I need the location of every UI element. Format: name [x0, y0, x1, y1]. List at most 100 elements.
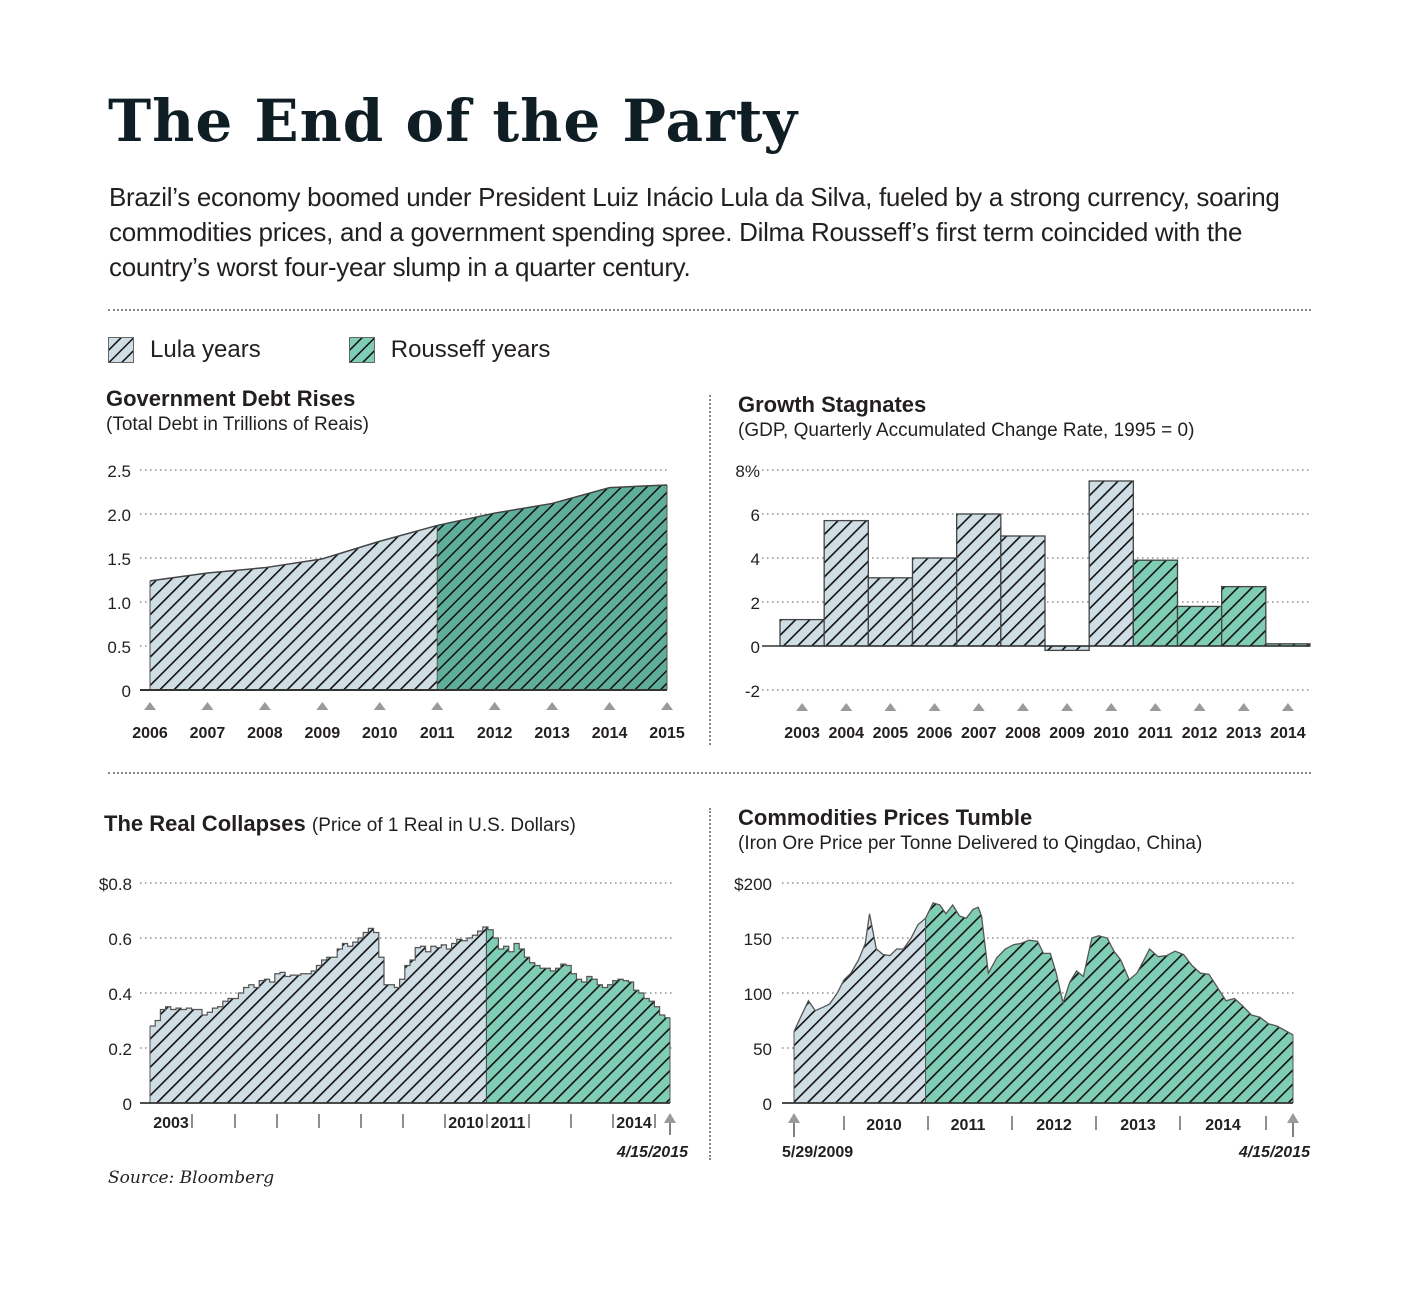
legend-item-rousseff: Rousseff years [348, 336, 551, 364]
debt-xtick-label: 2010 [362, 725, 398, 742]
gdp-xtick-label: 2014 [1270, 725, 1306, 742]
real-ytick-label: 0 [123, 1095, 132, 1114]
gdp-xtick-marker [1149, 703, 1162, 711]
ironore-start-date-label: 5/29/2009 [782, 1144, 853, 1161]
gdp-bar [823, 519, 869, 647]
debt-xtick-marker [603, 702, 616, 710]
debt-area-lula [150, 525, 438, 690]
real-line [150, 926, 670, 1027]
real-area-lula [150, 927, 487, 1103]
gdp-xtick-label: 2005 [873, 725, 909, 742]
debt-chart-title: Government Debt Rises [106, 386, 356, 411]
ironore-area-rousseff [925, 902, 1293, 1103]
gdp-bar [956, 513, 1002, 647]
real-ytick-label: $0.8 [99, 875, 132, 894]
gdp-bar [1132, 559, 1179, 647]
gdp-xtick-marker [1061, 703, 1074, 711]
gdp-xtick-marker [840, 703, 853, 711]
ironore-ytick-label: $200 [734, 875, 772, 894]
legend: Lula years Rousseff years [108, 336, 638, 364]
source-note: Source: Bloomberg [108, 1168, 275, 1188]
debt-ytick-label: 0 [122, 682, 131, 701]
real-xtick-label: 2014 [616, 1115, 652, 1132]
debt-xtick-label: 2008 [247, 725, 283, 742]
ironore-ytick-label: 150 [744, 930, 772, 949]
debt-xtick-marker [373, 702, 386, 710]
debt-xtick-marker [258, 702, 271, 710]
ironore-xtick-label: 2013 [1120, 1117, 1156, 1134]
debt-xtick-label: 2009 [305, 725, 341, 742]
debt-xtick-marker [431, 702, 444, 710]
ironore-end-date-label: 4/15/2015 [1238, 1144, 1311, 1161]
real-ytick-label: 0.2 [108, 1040, 132, 1059]
legend-label-rousseff: Rousseff years [390, 336, 551, 363]
ironore-chart: 0 50 100 150 $200 2010 2011 2012 2013 2014 5/29/20… [734, 875, 1311, 1161]
ironore-ytick-label: 0 [763, 1095, 772, 1114]
debt-xtick-marker [316, 702, 329, 710]
gdp-xtick-label: 2006 [917, 725, 953, 742]
gdp-xtick-label: 2004 [828, 725, 864, 742]
gdp-bar [911, 557, 958, 647]
debt-xtick-label: 2006 [132, 725, 168, 742]
lula-swatch-icon [108, 337, 134, 363]
gdp-xtick-marker [884, 703, 897, 711]
legend-item-lula: Lula years [108, 336, 261, 364]
page-dek: Brazil’s economy boomed under President … [109, 182, 1280, 282]
gdp-chart-title: Growth Stagnates [738, 392, 927, 417]
gdp-ytick-label: 8% [735, 462, 760, 481]
gdp-xtick-label: 2010 [1093, 725, 1129, 742]
real-chart: 0 0.2 0.4 0.6 $0.8 2003 2010 2011 2014 4/15/2015 [99, 875, 689, 1161]
debt-xtick-label: 2013 [534, 725, 570, 742]
gdp-xtick-marker [1237, 703, 1250, 711]
gdp-xtick-label: 2003 [784, 725, 820, 742]
bottom-column-divider [709, 808, 711, 1160]
gdp-ytick-label: 0 [751, 638, 760, 657]
real-ytick-label: 0.4 [108, 985, 132, 1004]
gdp-bar [867, 577, 914, 647]
debt-area-rousseff [437, 484, 667, 690]
gdp-xtick-marker [1016, 703, 1029, 711]
real-ytick-label: 0.6 [108, 930, 132, 949]
real-xtick-label: 2011 [491, 1115, 526, 1132]
real-chart-title: The Real Collapses (Price of 1 Real in U… [104, 811, 576, 837]
debt-chart-subtitle: (Total Debt in Trillions of Reais) [106, 414, 369, 435]
real-end-date-label: 4/15/2015 [616, 1144, 689, 1161]
debt-xtick-label: 2007 [190, 725, 226, 742]
top-column-divider [709, 395, 711, 745]
real-chart-title-text: The Real Collapses [104, 811, 306, 836]
debt-xtick-marker [546, 702, 559, 710]
debt-ytick-label: 2.0 [107, 506, 131, 525]
debt-xtick-marker [661, 702, 673, 710]
gdp-xtick-label: 2011 [1138, 725, 1173, 742]
gdp-bar [1221, 585, 1267, 647]
gdp-xtick-label: 2012 [1182, 725, 1218, 742]
debt-ytick-label: 2.5 [107, 462, 131, 481]
real-xtick-label: 2010 [448, 1115, 484, 1132]
debt-xtick-label: 2012 [477, 725, 513, 742]
ironore-xtick-label: 2010 [866, 1117, 902, 1134]
ironore-chart-title: Commodities Prices Tumble [738, 805, 1033, 830]
debt-xtick-label: 2014 [592, 725, 628, 742]
gdp-xtick-marker [1105, 703, 1118, 711]
gdp-xtick-label: 2007 [961, 725, 997, 742]
debt-xtick-marker [144, 702, 156, 710]
header-divider [108, 309, 1311, 311]
debt-xtick-marker [488, 702, 501, 710]
debt-xtick-label: 2015 [649, 725, 685, 742]
gdp-chart-subtitle: (GDP, Quarterly Accumulated Change Rate,… [738, 420, 1195, 441]
real-area-rousseff [486, 927, 670, 1103]
gdp-xtick-label: 2013 [1226, 725, 1262, 742]
gdp-bar [1088, 480, 1134, 647]
ironore-chart-subtitle: (Iron Ore Price per Tonne Delivered to Q… [738, 833, 1203, 854]
debt-chart: 0 0.5 1.0 1.5 2.0 2.5 2006 2007 2008 2009 2010 2011… [107, 462, 685, 742]
gdp-ytick-label: -2 [745, 682, 760, 701]
debt-ytick-label: 1.5 [107, 550, 131, 569]
gdp-xtick-label: 2009 [1049, 725, 1085, 742]
ironore-ytick-label: 100 [744, 985, 772, 1004]
gdp-xtick-marker [972, 703, 985, 711]
ironore-ytick-label: 50 [753, 1040, 772, 1059]
gdp-xtick-marker [928, 703, 941, 711]
rousseff-swatch-icon [348, 337, 375, 363]
legend-label-lula: Lula years [150, 336, 261, 363]
